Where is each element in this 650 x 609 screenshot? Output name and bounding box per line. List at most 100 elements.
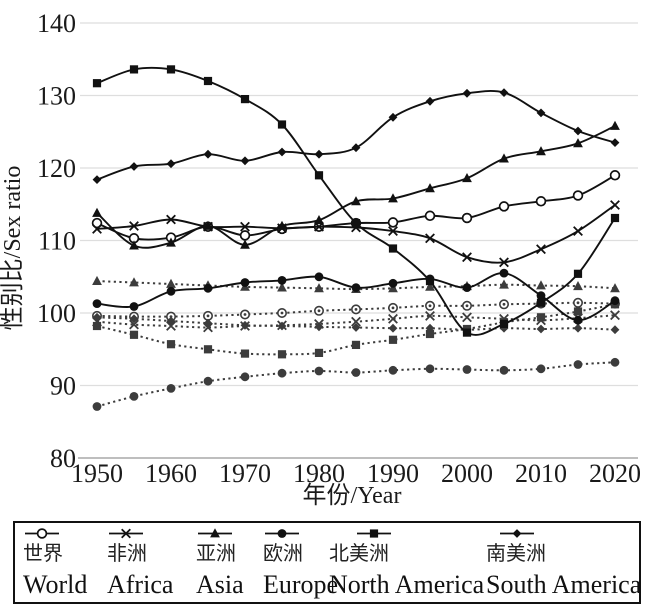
square-marker — [240, 95, 250, 104]
square-marker — [351, 219, 361, 228]
x-marker — [388, 226, 398, 237]
x-marker — [129, 221, 139, 231]
series-line — [96, 303, 616, 356]
circle-marker — [499, 365, 509, 375]
y-tick-label: 80 — [50, 444, 76, 473]
circle-dot-center — [465, 304, 469, 308]
triangle-marker — [610, 120, 620, 130]
legend-entry-north-america: 北美洲 North America — [329, 527, 484, 600]
diamond-marker — [536, 324, 546, 334]
legend-label-zh: 欧洲 — [263, 543, 303, 565]
diamond-marker — [314, 322, 324, 332]
legend-label-en: Africa — [107, 570, 174, 599]
circle-marker — [462, 365, 472, 374]
y-tick-label: 110 — [38, 227, 76, 256]
circle-open-marker — [36, 528, 48, 539]
triangle-marker — [210, 528, 220, 538]
series-africa-solid — [92, 200, 620, 268]
diamond-marker — [462, 88, 472, 98]
circle-marker — [314, 366, 324, 376]
north-america-marker-icon — [357, 529, 391, 538]
circle-marker — [277, 368, 287, 378]
triangle-marker — [351, 196, 361, 206]
circle-marker — [536, 291, 546, 300]
y-tick-label: 140 — [37, 9, 76, 38]
legend-label-en: Europe — [263, 570, 339, 599]
diamond-marker — [203, 318, 213, 328]
square-marker — [351, 340, 361, 349]
x-marker — [240, 221, 250, 232]
square-marker — [369, 529, 379, 538]
circle-dot-center — [243, 313, 247, 316]
diamond-marker — [610, 325, 620, 335]
diamond-marker — [573, 323, 583, 333]
x-marker — [499, 257, 509, 268]
series-north-america-solid — [92, 65, 620, 337]
x-marker — [425, 233, 435, 244]
diamond-marker — [351, 323, 361, 332]
square-marker — [388, 244, 398, 253]
circle-open-marker — [498, 201, 510, 212]
circle-marker — [129, 302, 139, 311]
triangle-marker — [277, 220, 287, 230]
circle-marker — [536, 364, 546, 374]
square-marker — [536, 313, 546, 322]
series-world-solid — [91, 170, 621, 244]
square-marker — [388, 335, 398, 344]
square-marker — [203, 76, 213, 86]
circle-marker — [610, 296, 620, 306]
axis-ticks: 80 90 100 110 120 130 140 1950 1960 1970 1980 1990 2… — [37, 9, 641, 488]
circle-marker — [92, 299, 102, 308]
diamond-marker — [388, 323, 398, 333]
series-asia-solid — [92, 120, 620, 250]
diamond-marker — [277, 147, 287, 157]
legend-label-zh: 世界 — [23, 543, 63, 565]
circle-dot-center — [502, 302, 506, 306]
legend-entry-south-america: 南美洲 South America — [486, 527, 641, 600]
circle-dot-center — [206, 314, 210, 318]
legend-label-en: World — [23, 570, 88, 599]
circle-marker — [166, 286, 176, 296]
africa-marker-icon — [109, 528, 143, 539]
square-marker — [92, 321, 102, 331]
series-europe-dotted — [92, 357, 620, 411]
square-marker — [573, 307, 583, 316]
square-marker — [203, 345, 213, 354]
square-marker — [129, 330, 139, 339]
circle-marker — [129, 392, 139, 401]
circle-marker — [203, 376, 213, 386]
square-marker — [425, 329, 435, 339]
square-marker — [129, 65, 139, 74]
legend-label-zh: 南美洲 — [486, 543, 546, 565]
diamond-marker — [129, 314, 139, 324]
y-axis-title: 性别比/Sex ratio — [0, 166, 26, 331]
sex-ratio-chart: 80 90 100 110 120 130 140 1950 1960 1970 1980 1990 2… — [0, 9, 641, 509]
triangle-marker — [573, 138, 583, 148]
x-marker — [462, 252, 472, 263]
diamond-marker — [277, 321, 287, 331]
diamond-marker — [351, 143, 361, 153]
circle-marker — [573, 315, 583, 325]
x-marker — [129, 319, 139, 330]
x-tick-label: 1990 — [367, 459, 419, 488]
circle-marker — [388, 278, 398, 288]
circle-marker — [499, 268, 509, 278]
circle-open-marker — [387, 217, 399, 228]
legend-entry-world: 世界 World — [23, 527, 87, 600]
triangle-marker — [610, 283, 620, 293]
europe-marker-icon — [265, 529, 299, 538]
x-marker — [166, 214, 176, 225]
diamond-marker — [166, 316, 176, 326]
y-tick-label: 120 — [37, 154, 76, 183]
diamond-marker — [536, 108, 546, 118]
x-marker — [92, 223, 102, 234]
triangle-marker — [277, 282, 287, 292]
circle-dot-center — [391, 306, 395, 310]
x-tick-label: 1950 — [71, 459, 123, 488]
world-marker-icon — [25, 528, 59, 539]
diamond-marker — [92, 175, 102, 184]
circle-open-marker — [609, 170, 621, 181]
diamond-marker — [512, 529, 522, 538]
legend-label-zh: 非洲 — [107, 543, 147, 565]
